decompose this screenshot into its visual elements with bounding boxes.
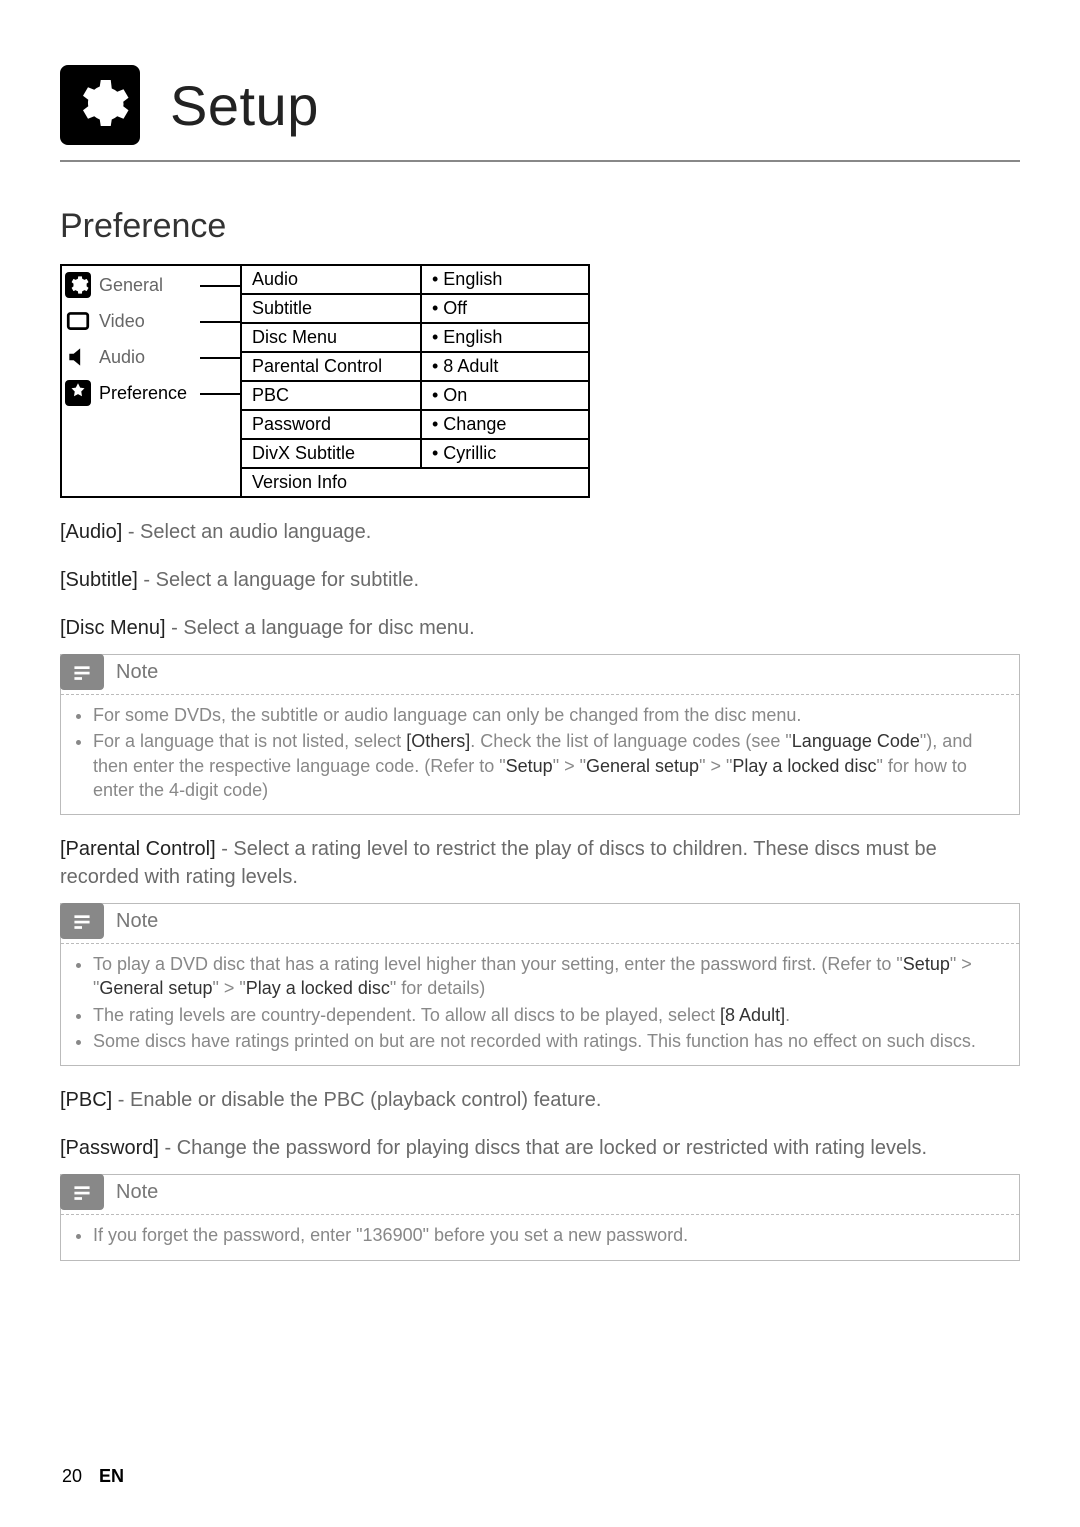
def-pbc: [PBC] - Enable or disable the PBC (playb… (60, 1086, 1020, 1114)
note-title: Note (116, 661, 158, 684)
note-icon (60, 903, 104, 939)
note-item: Some discs have ratings printed on but a… (93, 1029, 1005, 1053)
preference-menu-table: General Video Audio Preference Audio• En… (60, 264, 590, 498)
note-item: The rating levels are country-dependent.… (93, 1003, 1005, 1027)
sidebar-item-label: Preference (99, 383, 187, 404)
table-row: Password• Change (242, 411, 588, 440)
note-box: Note To play a DVD disc that has a ratin… (60, 903, 1020, 1066)
sidebar-item-label: Audio (99, 347, 145, 368)
sidebar-item-audio[interactable]: Audio (62, 342, 240, 372)
note-item: For some DVDs, the subtitle or audio lan… (93, 703, 1005, 727)
menu-value: • English (422, 266, 588, 293)
note-icon (60, 1174, 104, 1210)
screen-icon (65, 308, 91, 334)
table-row: PBC• On (242, 382, 588, 411)
menu-values: Audio• English Subtitle• Off Disc Menu• … (242, 266, 588, 496)
page-title: Setup (170, 73, 319, 138)
table-row: Parental Control• 8 Adult (242, 353, 588, 382)
sidebar-item-general[interactable]: General (62, 270, 240, 300)
sidebar-item-label: General (99, 275, 163, 296)
table-row: Disc Menu• English (242, 324, 588, 353)
sidebar-item-video[interactable]: Video (62, 306, 240, 336)
page-header: Setup (60, 65, 1020, 145)
menu-name: Audio (242, 266, 422, 293)
def-audio: [Audio] - Select an audio language. (60, 518, 1020, 546)
menu-value: • English (422, 324, 588, 351)
sidebar-item-preference[interactable]: Preference (62, 378, 240, 408)
note-box: Note If you forget the password, enter "… (60, 1174, 1020, 1260)
note-item: For a language that is not listed, selec… (93, 729, 1005, 802)
section-heading: Preference (60, 207, 1020, 246)
page-number: 20 (62, 1466, 82, 1486)
pref-icon (65, 380, 91, 406)
speaker-icon (65, 344, 91, 370)
menu-name: Version Info (242, 469, 422, 496)
menu-value: • Off (422, 295, 588, 322)
sidebar-item-label: Video (99, 311, 145, 332)
menu-value: • Cyrillic (422, 440, 588, 467)
table-row: Audio• English (242, 266, 588, 295)
note-item: To play a DVD disc that has a rating lev… (93, 952, 1005, 1001)
table-row: DivX Subtitle• Cyrillic (242, 440, 588, 469)
menu-value: • 8 Adult (422, 353, 588, 380)
table-row: Subtitle• Off (242, 295, 588, 324)
note-icon (60, 654, 104, 690)
sidebar: General Video Audio Preference (62, 266, 242, 496)
divider (60, 160, 1020, 162)
gear-icon (65, 272, 91, 298)
note-box: Note For some DVDs, the subtitle or audi… (60, 654, 1020, 815)
def-discmenu: [Disc Menu] - Select a language for disc… (60, 614, 1020, 642)
menu-name: DivX Subtitle (242, 440, 422, 467)
menu-name: Parental Control (242, 353, 422, 380)
menu-name: Disc Menu (242, 324, 422, 351)
def-subtitle: [Subtitle] - Select a language for subti… (60, 566, 1020, 594)
def-parental: [Parental Control] - Select a rating lev… (60, 835, 1020, 891)
def-password: [Password] - Change the password for pla… (60, 1134, 1020, 1162)
page-footer: 20 EN (62, 1466, 124, 1487)
gear-icon (60, 65, 140, 145)
menu-name: PBC (242, 382, 422, 409)
menu-value: • Change (422, 411, 588, 438)
menu-value: • On (422, 382, 588, 409)
menu-name: Password (242, 411, 422, 438)
menu-value (422, 469, 588, 496)
menu-name: Subtitle (242, 295, 422, 322)
note-title: Note (116, 910, 158, 933)
note-item: If you forget the password, enter "13690… (93, 1223, 1005, 1247)
table-row: Version Info (242, 469, 588, 496)
page-lang: EN (99, 1466, 124, 1486)
note-title: Note (116, 1181, 158, 1204)
